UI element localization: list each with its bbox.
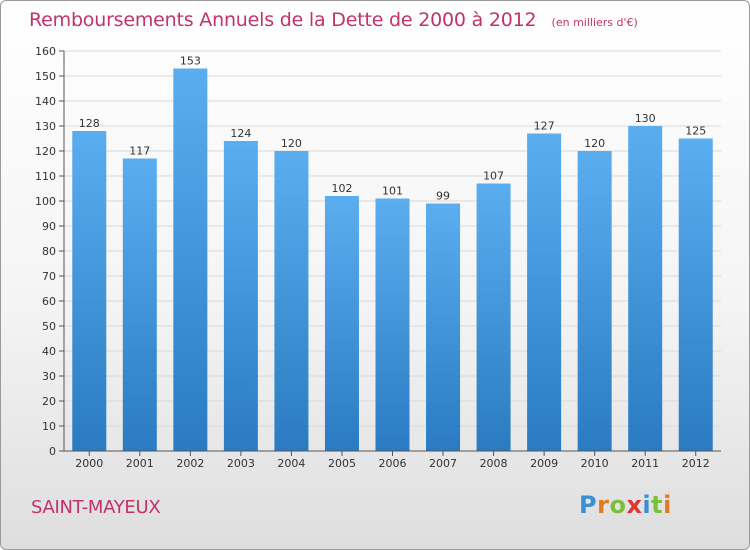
logo-letter: P [579,491,598,519]
data-label: 117 [129,145,150,158]
y-tick-label: 100 [35,195,56,208]
bars: 128 117 153 124 120 102 101 99 107 127 120 130 125 [72,55,713,451]
y-tick-label: 0 [49,445,56,458]
bar [678,138,713,451]
x-tick-label: 2012 [682,457,710,470]
y-tick-label: 90 [42,220,56,233]
y-tick-label: 150 [35,70,56,83]
axes: 0 10 20 30 40 50 60 70 80 90 100 110 120 130 140 150 160… [35,45,721,470]
data-label: 102 [331,182,352,195]
logo-letter: r [597,491,610,519]
data-label: 124 [230,127,251,140]
x-tick-label: 2006 [379,457,407,470]
data-label: 127 [534,120,555,133]
logo-letter: o [609,491,627,519]
data-label: 128 [79,117,100,130]
chart-subtitle: (en milliers d'€) [551,16,638,29]
data-label: 101 [382,185,403,198]
bar [173,68,208,451]
logo-letter: t [651,491,664,519]
data-label: 99 [436,190,450,203]
x-tick-label: 2000 [75,457,103,470]
y-tick-label: 50 [42,320,56,333]
logo-letter: x [626,491,643,519]
y-tick-label: 20 [42,395,56,408]
logo-letter: i [663,491,672,519]
bar [324,196,359,451]
y-tick-label: 60 [42,295,56,308]
x-tick-label: 2005 [328,457,356,470]
data-label: 153 [180,55,201,68]
bar [527,133,562,451]
title-row: Remboursements Annuels de la Dette de 20… [29,9,638,31]
data-label: 130 [635,112,656,125]
x-tick-label: 2008 [480,457,508,470]
x-tick-label: 2007 [429,457,457,470]
chart-title: Remboursements Annuels de la Dette de 20… [29,9,537,31]
bar [375,198,410,451]
commune-name: SAINT-MAYEUX [31,497,161,518]
x-tick-label: 2001 [126,457,154,470]
data-label: 107 [483,170,504,183]
bar [628,126,663,451]
x-tick-label: 2011 [631,457,659,470]
bar [122,158,157,451]
bar [274,151,309,451]
y-tick-label: 70 [42,270,56,283]
y-tick-label: 160 [35,45,56,58]
y-tick-label: 140 [35,95,56,108]
logo-letter: i [642,491,652,519]
y-tick-label: 40 [42,345,56,358]
data-label: 120 [584,137,605,150]
y-tick-label: 130 [35,120,56,133]
y-tick-label: 80 [42,245,56,258]
bar [577,151,612,451]
bar [72,131,107,451]
data-label: 125 [685,125,706,138]
data-label: 120 [281,137,302,150]
bar [426,203,461,451]
x-tick-label: 2004 [277,457,305,470]
x-tick-label: 2002 [176,457,204,470]
x-tick-label: 2003 [227,457,255,470]
x-tick-label: 2009 [530,457,558,470]
x-tick-label: 2010 [581,457,609,470]
y-tick-label: 120 [35,145,56,158]
y-tick-label: 110 [35,170,56,183]
y-tick-label: 30 [42,370,56,383]
proxiti-logo: Proxiti [579,491,672,519]
y-tick-label: 10 [42,420,56,433]
bar [476,183,511,451]
bar [223,141,258,451]
